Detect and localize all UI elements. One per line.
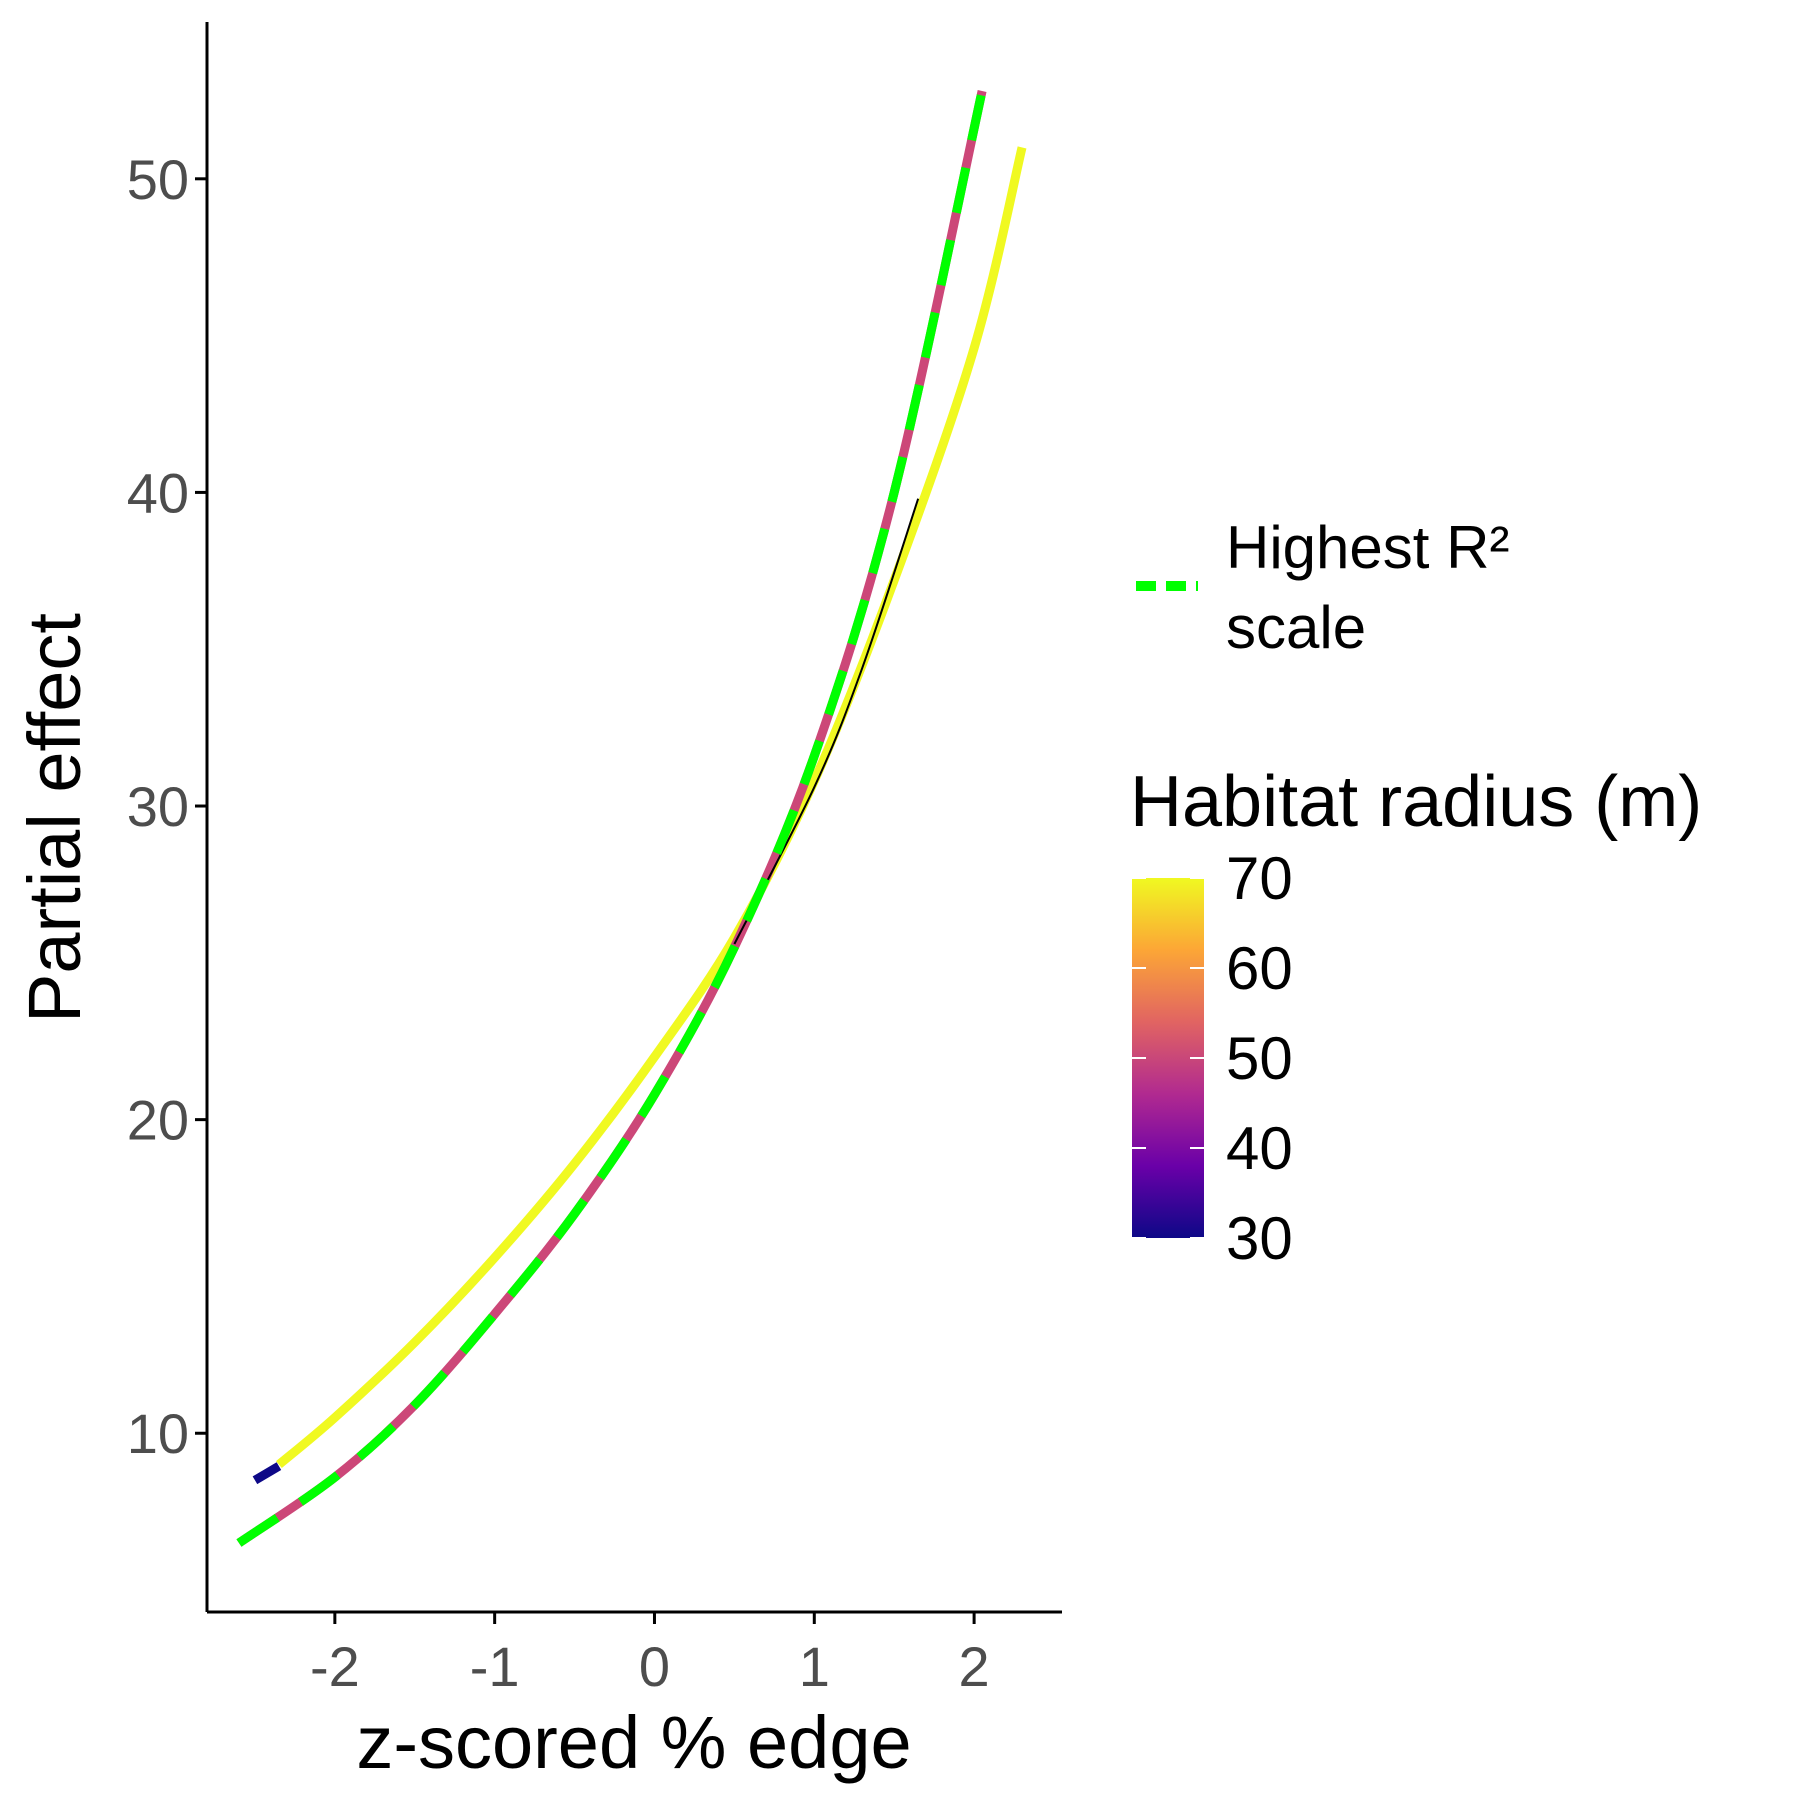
x-tick-label: 2 — [959, 1635, 990, 1698]
legend: Highest R² scale Habitat radius (m) 30 40… — [1130, 514, 1702, 1272]
legend-line-label: Highest R² — [1226, 514, 1509, 581]
y-axis-title: Partial effect — [13, 613, 96, 1023]
series-layer — [236, 90, 1027, 1547]
colorbar-tick-label: 70 — [1226, 845, 1293, 912]
plot-area: 10 20 30 40 50 -2 -1 0 1 2 — [127, 22, 1062, 1698]
colorbar-ticks: 30 40 50 60 70 — [1132, 845, 1293, 1272]
x-ticks: -2 -1 0 1 2 — [310, 1612, 990, 1698]
colorbar-title: Habitat radius (m) — [1130, 762, 1702, 842]
x-axis-title: z-scored % edge — [356, 1701, 911, 1784]
x-tick-label: -2 — [310, 1635, 360, 1698]
colorbar-tick-label: 30 — [1226, 1205, 1293, 1272]
series-line — [733, 498, 920, 945]
x-tick-label: 1 — [799, 1635, 830, 1698]
x-tick-label: 0 — [639, 1635, 670, 1698]
legend-line-label-continued: scale — [1226, 594, 1366, 661]
series-line — [276, 146, 1027, 1469]
x-tick-label: -1 — [470, 1635, 520, 1698]
y-ticks: 10 20 30 40 50 — [127, 148, 207, 1465]
y-tick-label: 20 — [127, 1089, 189, 1152]
colorbar-tick-label: 50 — [1226, 1025, 1293, 1092]
series-line — [236, 90, 987, 1547]
y-tick-label: 40 — [127, 461, 189, 524]
colorbar-tick-label: 40 — [1226, 1115, 1293, 1182]
y-tick-label: 30 — [127, 775, 189, 838]
y-tick-label: 10 — [127, 1402, 189, 1465]
y-tick-label: 50 — [127, 148, 189, 211]
highest-r2-scale-line — [236, 90, 987, 1547]
colorbar-tick-label: 60 — [1226, 935, 1293, 1002]
series-line — [252, 1462, 282, 1485]
